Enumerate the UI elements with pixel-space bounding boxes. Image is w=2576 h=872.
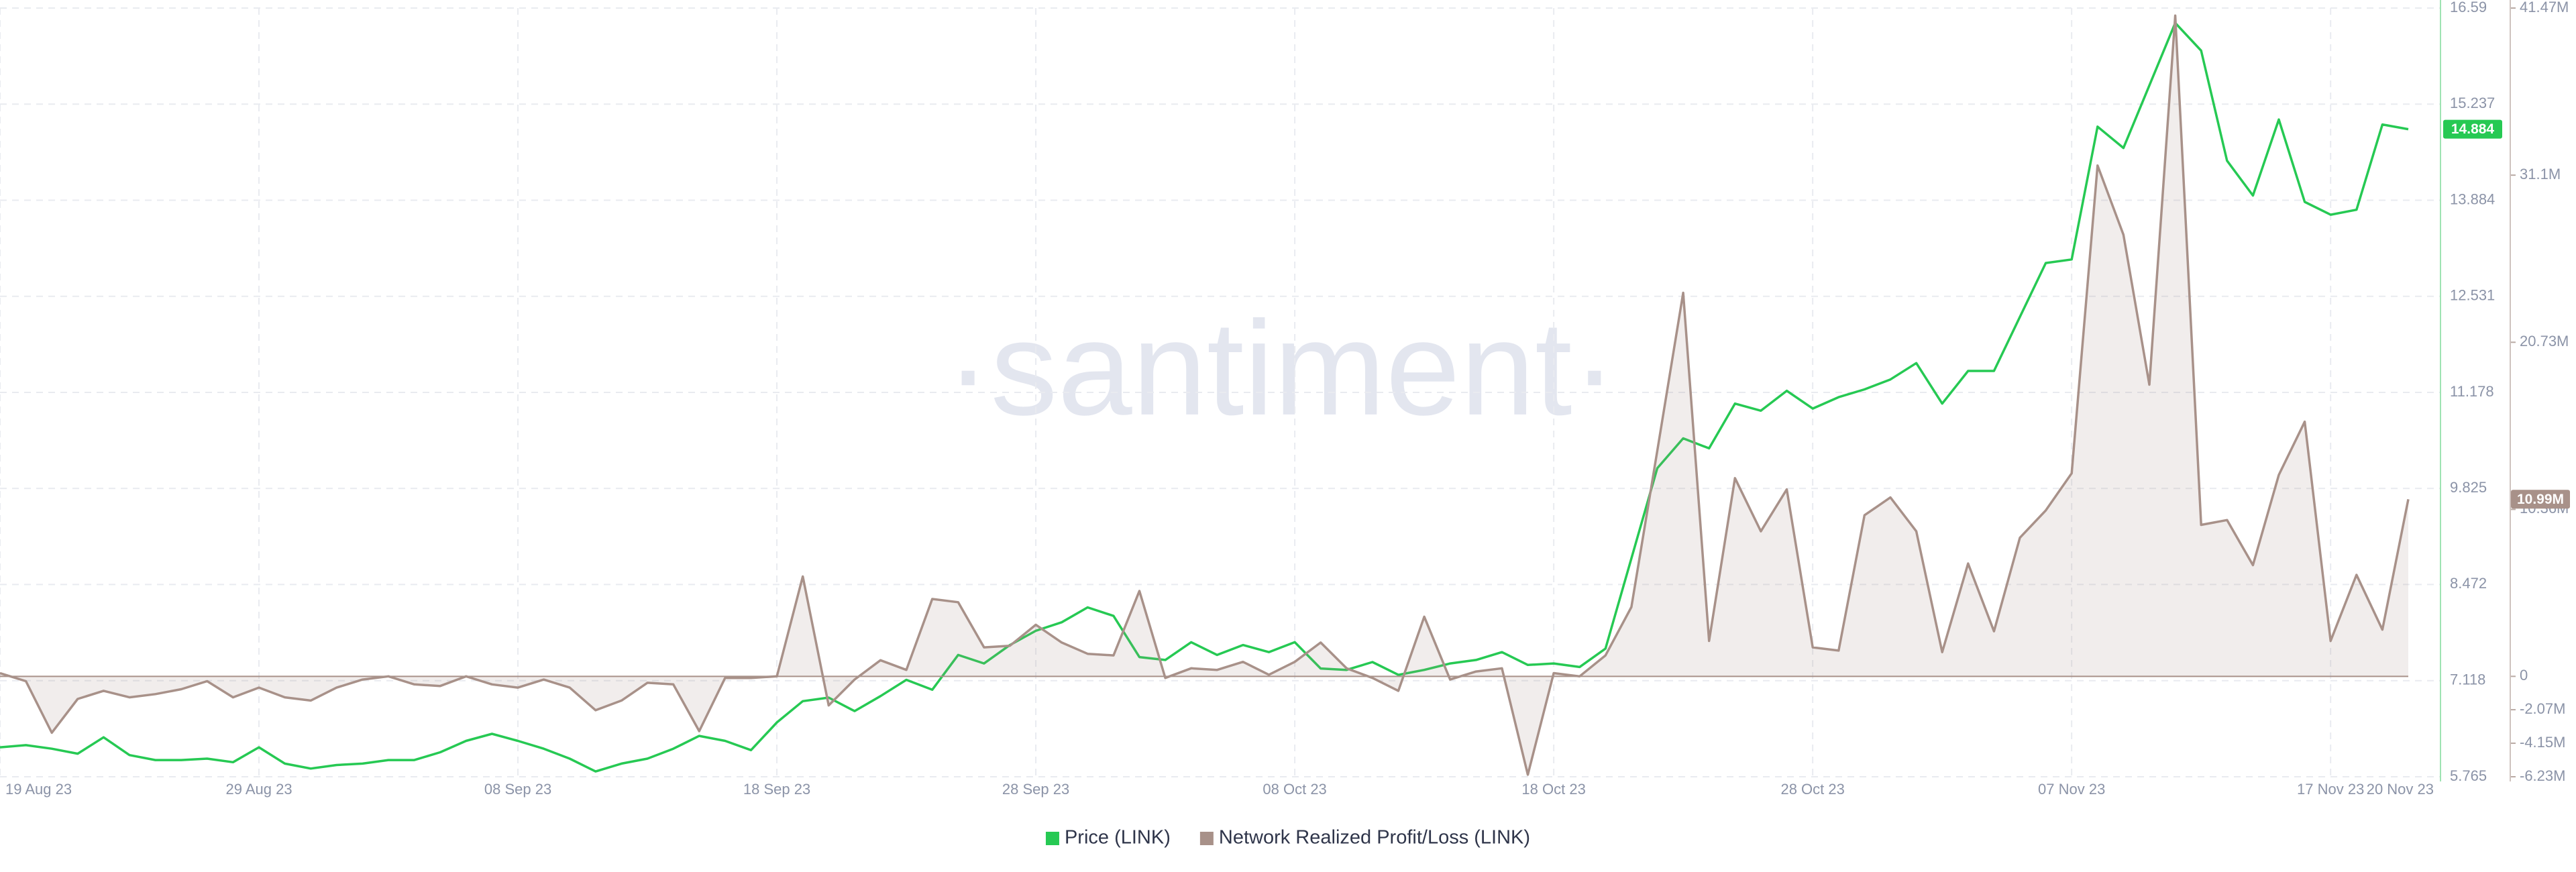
legend: Price (LINK) Network Realized Profit/Loss…: [1045, 827, 1530, 849]
x-tick-label: 18 Sep 23: [743, 781, 810, 798]
x-tick-label: 29 Aug 23: [225, 781, 292, 798]
watermark: ·santiment·: [946, 294, 1617, 443]
x-tick-label: 20 Nov 23: [2367, 781, 2434, 798]
y2-tick-label: -6.23M: [2520, 767, 2565, 784]
legend-swatch: [1045, 832, 1059, 845]
x-tick-label: 17 Nov 23: [2297, 781, 2364, 798]
x-tick-label: 18 Oct 23: [1521, 781, 1585, 798]
y2-tick-label: 31.1M: [2520, 166, 2561, 182]
line: [0, 21, 2409, 773]
line: [0, 14, 2410, 776]
y-tick-label: 11.178: [2450, 383, 2494, 400]
y2-tick-label: 20.73M: [2520, 333, 2569, 349]
value-badge: [2511, 490, 2570, 509]
y-tick-label: 7.118: [2450, 671, 2485, 688]
y-tick-label: 5.765: [2450, 767, 2487, 784]
x-tick-label: 08 Oct 23: [1263, 781, 1326, 798]
y-tick-label: 13.884: [2450, 190, 2495, 207]
x-tick-label: 19 Aug 23: [5, 781, 72, 798]
x-tick-label: 08 Sep 23: [484, 781, 551, 798]
y-tick-label: 12.531: [2450, 287, 2495, 304]
y2-tick-label: 41.47M: [2520, 0, 2569, 15]
legend-label: Network Realized Profit/Loss (LINK): [1219, 827, 1530, 849]
y2-tick-label: -2.07M: [2520, 700, 2565, 717]
value-badge-label: 14.884: [2451, 121, 2495, 137]
y2-tick-label: -4.15M: [2520, 734, 2565, 751]
y-tick-label: 15.237: [2450, 95, 2495, 111]
legend-label: Price (LINK): [1065, 827, 1171, 849]
y-tick-label: 8.472: [2450, 575, 2487, 592]
y-tick-label: 16.59: [2450, 0, 2487, 15]
x-tick-label: 07 Nov 23: [2038, 781, 2105, 798]
y2-tick-label: 0: [2520, 667, 2528, 684]
value-badge: [2443, 119, 2502, 139]
value-badge-label: 10.99M: [2517, 492, 2564, 507]
x-tick-label: 28 Oct 23: [1780, 781, 1844, 798]
y-tick-label: 9.825: [2450, 479, 2487, 496]
x-tick-label: 28 Sep 23: [1002, 781, 1069, 798]
legend-swatch: [1199, 832, 1214, 845]
